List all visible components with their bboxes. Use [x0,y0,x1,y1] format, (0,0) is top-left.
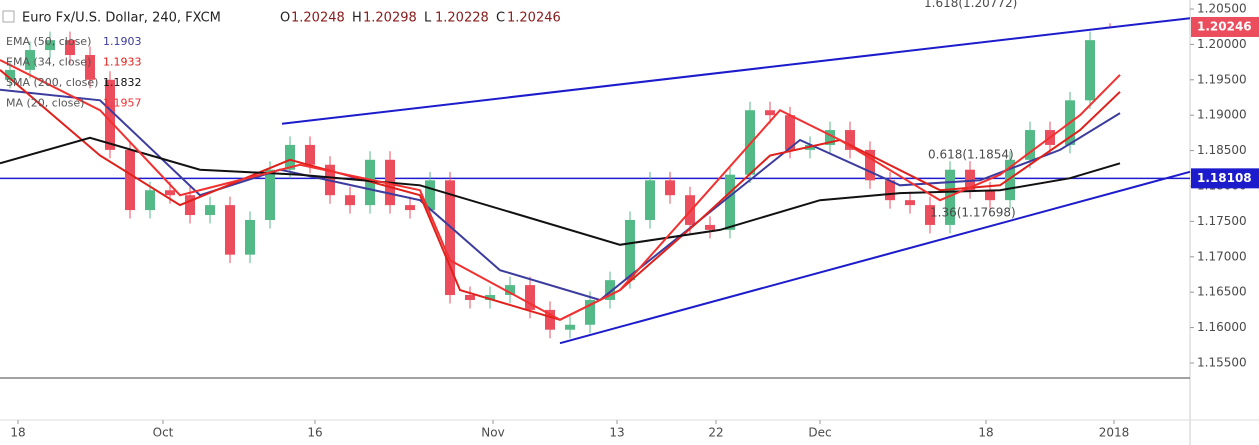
x-tick-label: Oct [153,426,174,440]
candle-body [985,190,995,201]
candle-body [1085,40,1095,101]
y-tick-label: 1.19000 [1197,108,1247,122]
candle-body [845,130,855,150]
candle-body [225,205,235,255]
candle-body [585,299,595,325]
candle-body [25,50,35,70]
ohlc-value: 1.20248 [291,11,345,26]
legend-name: EMA (34, close) [6,56,91,69]
x-tick-label: 18 [978,426,993,440]
legend-value: 1.1832 [103,76,142,89]
candle-body [625,219,635,281]
legend-value: 1.1933 [103,56,142,69]
candle-body [605,280,615,300]
candle-body [205,205,215,216]
candle-body [925,205,935,225]
candle-body [165,190,175,196]
candle-body [665,180,675,196]
x-tick-label: 2018 [1099,426,1130,440]
y-tick-label: 1.17000 [1197,249,1247,263]
candle-body [345,195,355,206]
ohlc-letter: L [424,11,432,26]
fib-annotation: 1.618(1.20772) [924,0,1017,10]
ohlc-value: 1.20298 [363,11,417,26]
x-tick-label: Dec [808,426,831,440]
candle-body [45,40,55,51]
y-tick-label: 1.18500 [1197,143,1247,157]
candle-body [85,55,95,80]
legend-value: 1.1903 [103,35,142,48]
candle-body [425,180,435,211]
indicator-line [0,136,1121,246]
x-tick-label: 16 [307,426,322,440]
candle-body [565,324,575,330]
y-tick-label: 1.17500 [1197,214,1247,228]
candle-body [305,144,315,165]
ohlc-value: 1.20228 [435,11,489,26]
candle-body [505,285,515,296]
candle-body [765,110,775,116]
candle-body [265,169,275,220]
legend-name: EMA (50, close) [6,35,91,48]
x-tick-label: 13 [609,426,624,440]
fib-annotation: 0.618(1.1854) [928,147,1014,161]
candle-body [545,309,555,330]
candle-body [145,190,155,211]
candle-body [525,285,535,310]
candle-body [405,205,415,211]
candle-body [65,40,75,56]
candle-body [645,180,655,220]
collapse-toggle[interactable] [2,10,15,23]
x-tick-label: 22 [708,426,723,440]
candle-body [185,195,195,216]
y-tick-label: 1.19500 [1197,72,1247,86]
candle-body [105,79,115,150]
legend-name: MA (20, close) [6,97,84,110]
ohlc-value: 1.20246 [507,11,561,26]
price-label-box [1191,16,1259,37]
legend-value: 1.1957 [103,97,142,110]
candle-body [905,200,915,206]
y-tick-label: 1.16500 [1197,285,1247,299]
candle-body [465,295,475,300]
candle-body [445,180,455,296]
y-tick-label: 1.15500 [1197,355,1247,369]
x-tick-label: 18 [10,426,25,440]
trend-line [281,17,1191,125]
candle-body [825,130,835,145]
x-tick-label: Nov [481,426,504,440]
price-label-box [1191,168,1259,189]
candle-body [285,144,295,170]
price-label: 1.20246 [1197,19,1252,33]
y-tick-label: 1.20500 [1197,1,1247,15]
candle-body [865,149,875,181]
candle-body [125,149,135,211]
y-tick-label: 1.20000 [1197,37,1247,51]
ohlc-letter: C [496,11,505,26]
chart-title: Euro Fx/U.S. Dollar, 240, FXCM [22,11,221,26]
candle-body [485,295,495,300]
trend-line [559,170,1191,345]
price-label: 1.18108 [1197,171,1252,185]
indicator-line [0,59,1121,321]
ohlc-letter: H [352,11,362,26]
y-tick-label: 1.16000 [1197,320,1247,334]
candle-body [5,69,15,80]
candle-body [1025,130,1035,160]
candle-body [785,115,795,150]
fib-annotation: 1.36(1.17698) [930,205,1016,219]
candle-body [945,169,955,225]
candle-body [1005,159,1015,201]
candle-body [245,219,255,255]
candle-body [885,180,895,201]
ohlc-letter: O [280,11,290,26]
legend-name: SMA (200, close) [6,76,98,89]
candle-body [725,174,735,230]
candle-body [705,224,715,230]
